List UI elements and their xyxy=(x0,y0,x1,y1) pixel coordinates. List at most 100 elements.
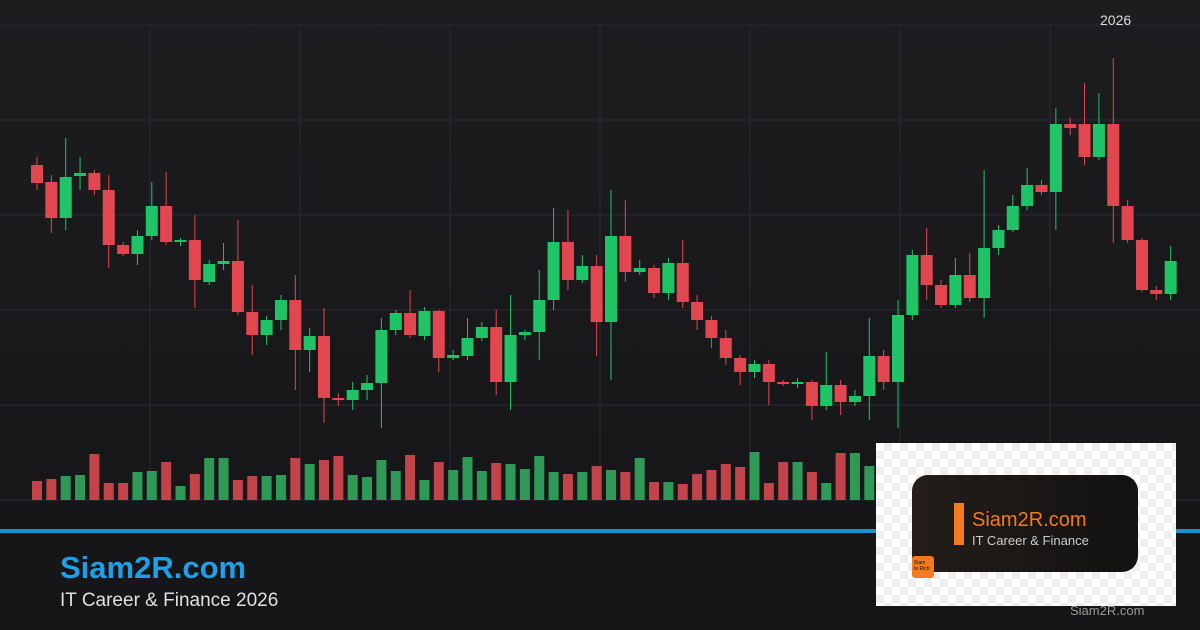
candle-body xyxy=(188,240,201,280)
footer: Siam2R.com xyxy=(1070,603,1145,618)
candle-body xyxy=(1064,124,1077,128)
candle-body xyxy=(777,382,790,384)
candle-body xyxy=(260,320,273,335)
volume-bar xyxy=(132,472,143,500)
logo-card: Siam2R.com IT Career & Finance Siam to Ri… xyxy=(876,443,1176,606)
volume-bar xyxy=(390,471,401,500)
candle-body xyxy=(762,364,775,382)
logo-panel: Siam2R.com IT Career & Finance Siam to Ri… xyxy=(912,475,1138,578)
candle-body xyxy=(834,385,847,402)
grid xyxy=(0,24,1200,501)
candle-body xyxy=(31,165,43,183)
candle-body xyxy=(289,300,302,350)
candle-body xyxy=(74,173,87,176)
volume-bar xyxy=(75,475,86,500)
volume-bar xyxy=(433,462,444,500)
candle-body xyxy=(274,300,287,320)
candle-body xyxy=(145,206,158,236)
year-label: 2026 xyxy=(1100,12,1132,28)
volume-bar xyxy=(118,483,129,500)
candle-body xyxy=(346,390,359,400)
volume-bar xyxy=(419,480,430,500)
candle-body xyxy=(576,266,589,280)
candle-body xyxy=(1135,240,1148,290)
candle-body xyxy=(1021,185,1034,206)
logo-subtitle: IT Career & Finance xyxy=(972,533,1089,548)
logo-badge: Siam to Rich xyxy=(912,556,934,578)
candle-body xyxy=(1035,185,1048,192)
volume-bar xyxy=(319,460,329,500)
volume-bar xyxy=(476,471,487,500)
volume-bar xyxy=(577,472,588,500)
volume-bar xyxy=(792,462,803,500)
candle-body xyxy=(375,330,388,383)
volume-bar xyxy=(620,472,631,500)
volume-bar xyxy=(548,472,559,500)
candle-body xyxy=(791,382,804,384)
candle-body xyxy=(231,261,244,312)
candle-body xyxy=(59,177,72,218)
volume-bar xyxy=(677,484,688,500)
candle-body xyxy=(949,275,962,305)
candle-body xyxy=(174,240,187,242)
candle-body xyxy=(1121,206,1134,240)
candle-body xyxy=(361,383,374,390)
volume-bar xyxy=(778,462,789,500)
candle-body xyxy=(203,264,216,282)
candle-body xyxy=(719,338,732,358)
candle-body xyxy=(117,245,130,254)
volume-bar xyxy=(591,466,602,500)
volume-bar xyxy=(706,470,717,500)
volume-bar xyxy=(189,474,200,500)
volume-bar xyxy=(835,453,846,500)
logo-bar xyxy=(954,503,964,545)
candle-body xyxy=(605,236,617,322)
volume-bar xyxy=(232,480,243,500)
candle-body xyxy=(590,266,603,322)
volume-bar xyxy=(333,456,344,500)
candle-body xyxy=(1049,124,1062,192)
volume-bar xyxy=(60,476,71,500)
volume-bar xyxy=(247,476,258,500)
candle-body xyxy=(404,313,417,335)
volume-bar xyxy=(290,458,301,500)
candle-body xyxy=(848,396,861,402)
volume-bar xyxy=(405,455,416,500)
volume-bar xyxy=(735,467,746,500)
volume-bar xyxy=(462,457,473,500)
candle-body xyxy=(217,261,230,264)
candle-body xyxy=(892,315,904,382)
candle-body xyxy=(676,263,689,302)
candle-body xyxy=(490,327,503,382)
candle-body xyxy=(906,255,919,315)
volume-bar xyxy=(204,458,215,500)
candle-body xyxy=(447,355,460,358)
volume-bar xyxy=(89,454,100,500)
candle-body xyxy=(1006,206,1019,230)
candle-body xyxy=(418,311,431,336)
volume-bar xyxy=(519,469,530,500)
volume-bar xyxy=(103,483,114,500)
volume-bar xyxy=(763,483,774,500)
volume-bar xyxy=(376,460,387,500)
candle-body xyxy=(461,338,474,356)
candle-body xyxy=(662,263,675,293)
candle-body xyxy=(1164,261,1177,294)
candle-body xyxy=(160,206,173,242)
candle-body xyxy=(1107,124,1120,206)
volume-bar xyxy=(362,477,373,500)
candle-body xyxy=(633,268,646,272)
candle-body xyxy=(978,248,991,298)
volume-bar xyxy=(663,482,674,500)
candle-body xyxy=(102,190,115,245)
volume-bar xyxy=(720,464,731,500)
volume-bar xyxy=(448,470,459,500)
volume-bar xyxy=(46,479,57,500)
candle-body xyxy=(547,242,560,300)
volume-bar xyxy=(562,474,573,500)
divider xyxy=(0,529,1200,533)
candle-body xyxy=(518,332,531,335)
candle-body xyxy=(963,275,976,298)
volume-bar xyxy=(146,471,157,500)
candle-body xyxy=(863,356,876,396)
